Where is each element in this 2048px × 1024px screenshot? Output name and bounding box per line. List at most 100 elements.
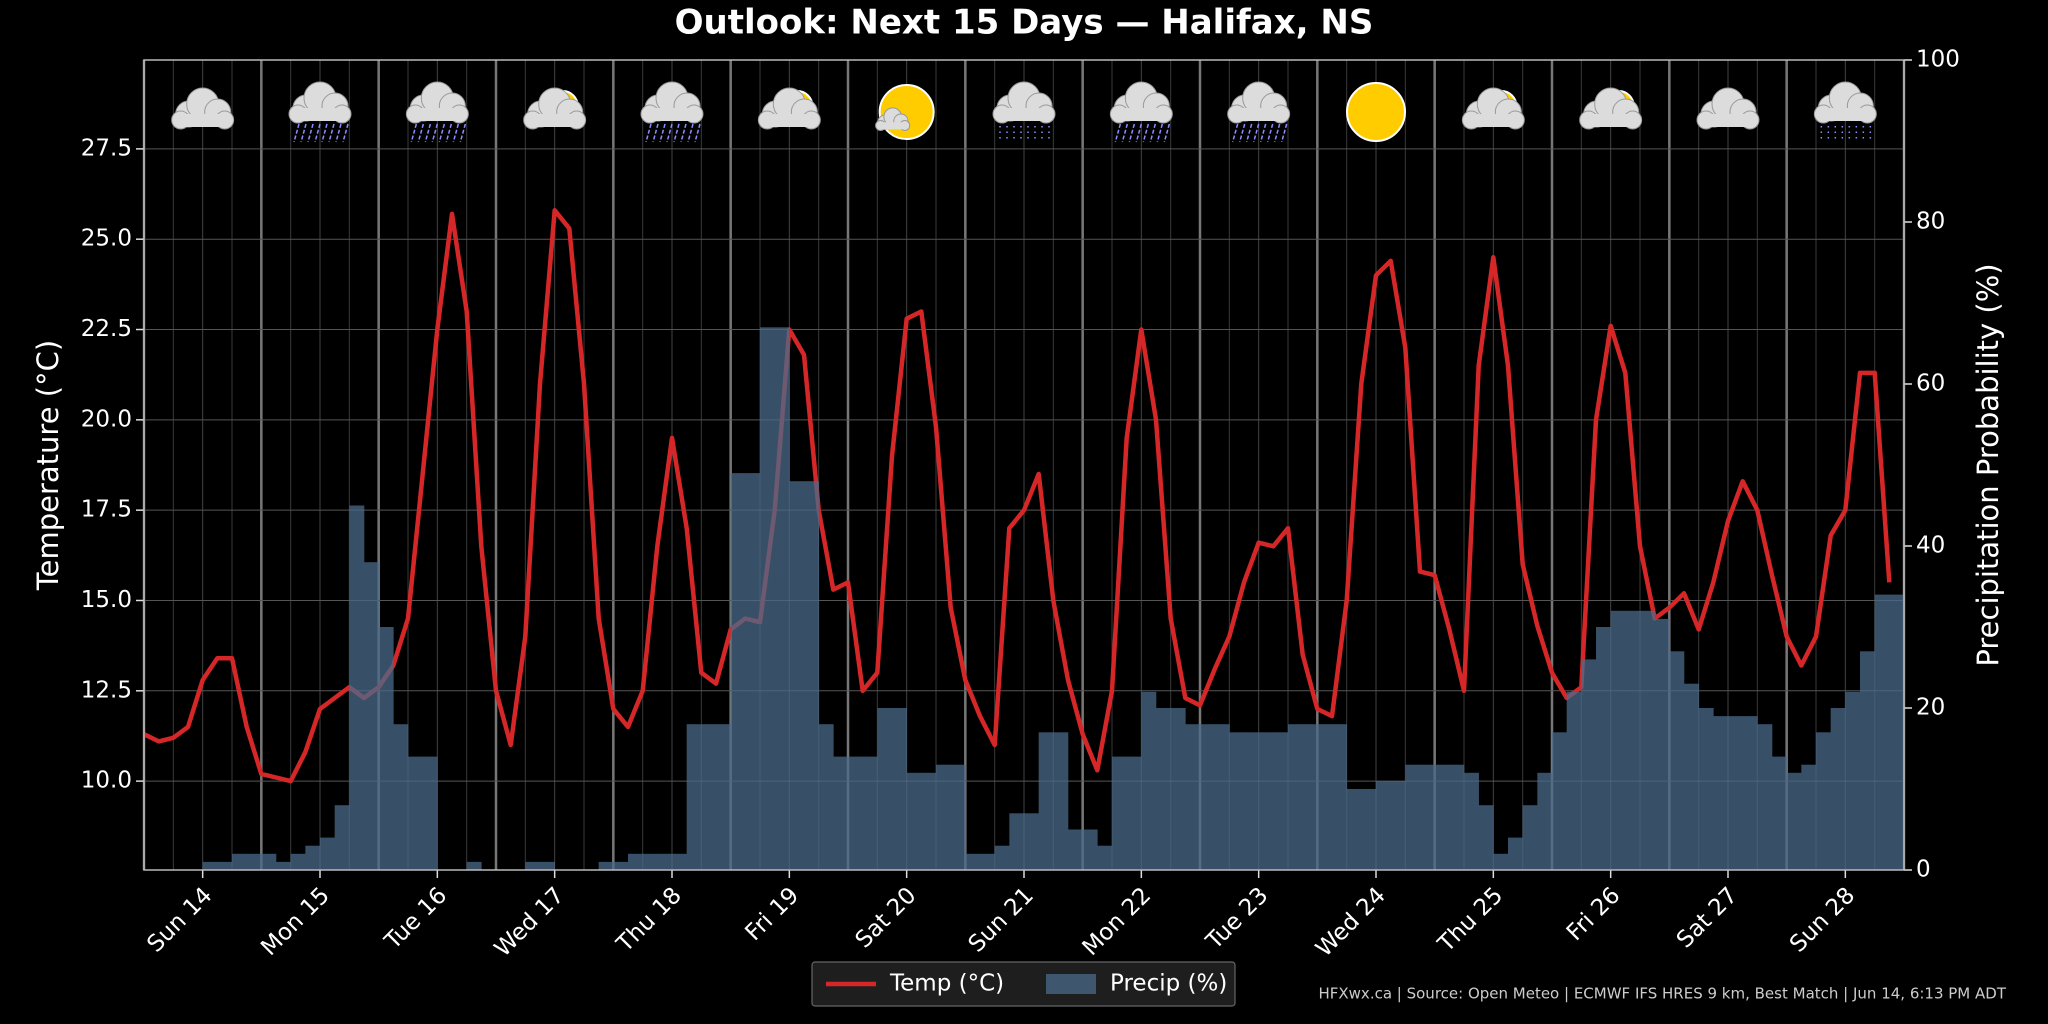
rain-streak (673, 123, 680, 143)
rain-streak (645, 123, 652, 143)
precip-bar (261, 853, 277, 870)
precip-bar (745, 473, 761, 870)
x-tick-label: Tue 16 (379, 882, 452, 955)
precip-bar (422, 756, 438, 870)
precip-bar (408, 756, 423, 870)
x-tick-label: Sat 27 (1672, 882, 1743, 953)
rain-streak (321, 123, 328, 143)
precip-bar (1141, 691, 1157, 870)
precip-bar (1698, 708, 1714, 870)
y2-tick-label: 40 (1916, 533, 1945, 559)
precip-bar (1625, 610, 1641, 870)
y2-tick-label: 60 (1916, 371, 1945, 397)
precip-bar (701, 724, 717, 870)
precip-bar (246, 853, 262, 870)
weather-icon (405, 81, 469, 143)
cloud-base (1702, 114, 1754, 127)
rain-streak (680, 123, 687, 143)
precip-bar (642, 853, 658, 870)
precip-bar (1757, 724, 1773, 870)
rain-streak (694, 123, 701, 143)
precip-bar (598, 861, 614, 870)
x-tick-label: Thu 18 (611, 882, 687, 958)
x-tick-label: Thu 25 (1433, 882, 1509, 958)
precip-bar (1200, 724, 1215, 870)
x-tick-label: Fri 26 (1562, 882, 1626, 946)
rain-streak (342, 123, 349, 143)
rain-streak (410, 123, 418, 143)
precip-bar (1464, 772, 1479, 870)
rain-streak (659, 123, 666, 143)
precip-bar (994, 845, 1010, 870)
precip-bar (1537, 772, 1553, 870)
y-axis-label: Temperature (°C) (31, 340, 65, 591)
precip-bar (833, 756, 849, 870)
precip-bar (1244, 732, 1259, 870)
x-tick-label: Wed 24 (1311, 882, 1391, 962)
precip-bar (1493, 853, 1509, 870)
weather-icon (1696, 87, 1760, 130)
precip-bar (1654, 618, 1670, 870)
precip-bar (1669, 651, 1685, 870)
precip-bar (1860, 651, 1875, 870)
precip-bar (980, 853, 995, 870)
weather-icon (875, 84, 935, 140)
cloud-base (1115, 108, 1168, 121)
precip-bars (202, 327, 1905, 870)
precip-bar (672, 853, 687, 870)
rain-streak (1128, 123, 1136, 143)
precip-bar (1434, 764, 1450, 870)
precip-bar (906, 772, 922, 870)
precip-bar (540, 861, 555, 870)
rain-streak (1156, 123, 1164, 143)
rain-streak (431, 123, 439, 143)
precip-bar (1728, 716, 1743, 870)
rain-streak (1121, 123, 1129, 143)
precip-bar (686, 724, 702, 870)
plot-frame (143, 59, 1905, 871)
precip-bar (1801, 764, 1817, 870)
weather-icon (1227, 81, 1291, 143)
precip-bar (1830, 708, 1846, 870)
precip-bar (1845, 691, 1861, 870)
rain-streak (1266, 123, 1274, 143)
rain-streak (300, 123, 307, 143)
cloud-base (176, 114, 229, 127)
precip-bar (774, 327, 790, 870)
weather-icon (288, 81, 352, 143)
precip-bar (1566, 691, 1582, 870)
y-tick-label: 20.0 (81, 406, 132, 432)
rain-streak (652, 123, 659, 143)
precip-bar (1610, 610, 1626, 870)
legend-box (811, 961, 1236, 1007)
precip-bar (349, 505, 365, 870)
precip-bar (1288, 724, 1303, 870)
precip-bar (393, 724, 409, 870)
precip-bar (1097, 845, 1113, 870)
rain-streak (307, 123, 314, 143)
precip-bar (1185, 724, 1201, 870)
temperature-line (143, 208, 1892, 784)
precip-bar (730, 473, 746, 870)
weather-icon (757, 87, 821, 130)
precip-bar (1317, 724, 1333, 870)
rain-streak (452, 123, 460, 143)
cloud-base (294, 108, 346, 121)
precip-bar (202, 861, 218, 870)
precip-bar (921, 772, 937, 870)
rain-streak (293, 123, 300, 143)
precip-bar (1346, 789, 1362, 870)
precip-bar (1024, 813, 1039, 870)
x-tick-label: Sun 28 (1785, 882, 1860, 957)
rain-streak (417, 123, 425, 143)
precip-bar (1522, 805, 1538, 870)
chart-title: Outlook: Next 15 Days — Halifax, NS (675, 3, 1374, 43)
x-tick-label: Mon 15 (256, 882, 335, 961)
precip-bar (1038, 732, 1054, 870)
precip-bar (1361, 789, 1377, 870)
precip-bar (1816, 732, 1831, 870)
precip-bar (1068, 829, 1083, 870)
weather-icon (640, 81, 704, 143)
rain-streak (445, 123, 453, 143)
